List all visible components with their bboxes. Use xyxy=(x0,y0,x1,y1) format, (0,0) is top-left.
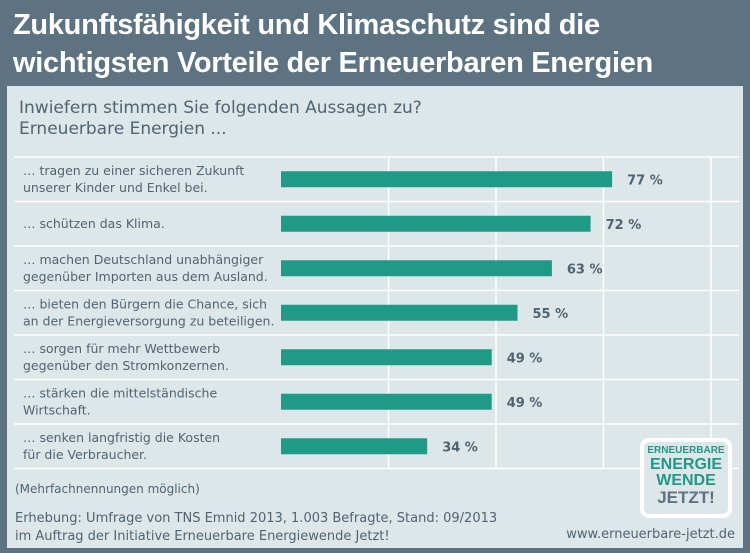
question-text: Inwiefern stimmen Sie folgenden Aussagen… xyxy=(19,98,422,140)
bar xyxy=(281,438,428,455)
bar-chart: … tragen zu einer sicheren Zukunft unsere… xyxy=(14,156,747,474)
category-label: für die Verbraucher. xyxy=(23,447,147,462)
category-label: … sorgen für mehr Wettbewerb xyxy=(23,341,220,356)
website-link[interactable]: www.erneuerbare-jetzt.de xyxy=(566,527,735,542)
category-label: … stärken die mittelständische xyxy=(23,385,217,400)
value-label: 49 % xyxy=(507,396,543,411)
category-label: … bieten den Bürgern die Chance, sich xyxy=(23,296,267,311)
category-label: … senken langfristig die Kosten xyxy=(23,430,220,445)
logo-line-3: WENDE xyxy=(656,472,716,489)
source-line-1: Erhebung: Umfrage von TNS Emnid 2013, 1.… xyxy=(15,511,498,526)
footnote: (Mehrfachnennungen möglich) xyxy=(15,482,200,496)
value-label: 55 % xyxy=(533,307,569,322)
category-label: unserer Kinder und Enkel bei. xyxy=(23,180,208,195)
value-label: 63 % xyxy=(567,262,603,277)
category-label: gegenüber Importen aus dem Ausland. xyxy=(23,269,268,284)
category-label: … schützen das Klima. xyxy=(23,216,165,231)
title-line-2: wichtigsten Vorteile der Erneuerbaren En… xyxy=(13,47,653,79)
value-label: 72 % xyxy=(606,218,642,233)
value-label: 77 % xyxy=(627,173,663,188)
value-label: 34 % xyxy=(442,440,478,455)
category-label: Wirtschaft. xyxy=(23,402,91,417)
bar xyxy=(281,349,492,366)
bar-chart-svg: … tragen zu einer sicheren Zukunft unsere… xyxy=(14,156,739,470)
source-line-2: im Auftrag der Initiative Erneuerbare En… xyxy=(15,529,390,544)
logo-line-1: ERNEUERBARE xyxy=(647,445,725,456)
bar xyxy=(281,304,518,321)
bar xyxy=(281,215,591,232)
question-line-1: Inwiefern stimmen Sie folgenden Aussagen… xyxy=(19,98,422,118)
logo-line-4: JETZT! xyxy=(657,488,715,507)
question-line-2: Erneuerbare Energien ... xyxy=(19,119,227,139)
page-title: Zukunftsfähigkeit und Klimaschutz sind d… xyxy=(13,6,743,82)
campaign-logo: ERNEUERBARE ENERGIE WENDE JETZT! xyxy=(640,438,732,518)
category-label: gegenüber den Stromkonzernen. xyxy=(23,358,229,373)
value-label: 49 % xyxy=(507,351,543,366)
bar xyxy=(281,260,552,277)
category-label: … machen Deutschland unabhängiger xyxy=(23,252,264,267)
category-label: an der Energieversorgung zu beteiligen. xyxy=(23,313,274,328)
logo-line-2: ENERGIE xyxy=(649,456,722,473)
bar xyxy=(281,393,492,410)
title-line-1: Zukunftsfähigkeit und Klimaschutz sind d… xyxy=(13,9,600,41)
chart-panel: Inwiefern stimmen Sie folgenden Aussagen… xyxy=(7,86,743,548)
bar xyxy=(281,171,613,188)
category-label: … tragen zu einer sicheren Zukunft xyxy=(23,163,244,178)
source-text: Erhebung: Umfrage von TNS Emnid 2013, 1.… xyxy=(15,510,497,546)
